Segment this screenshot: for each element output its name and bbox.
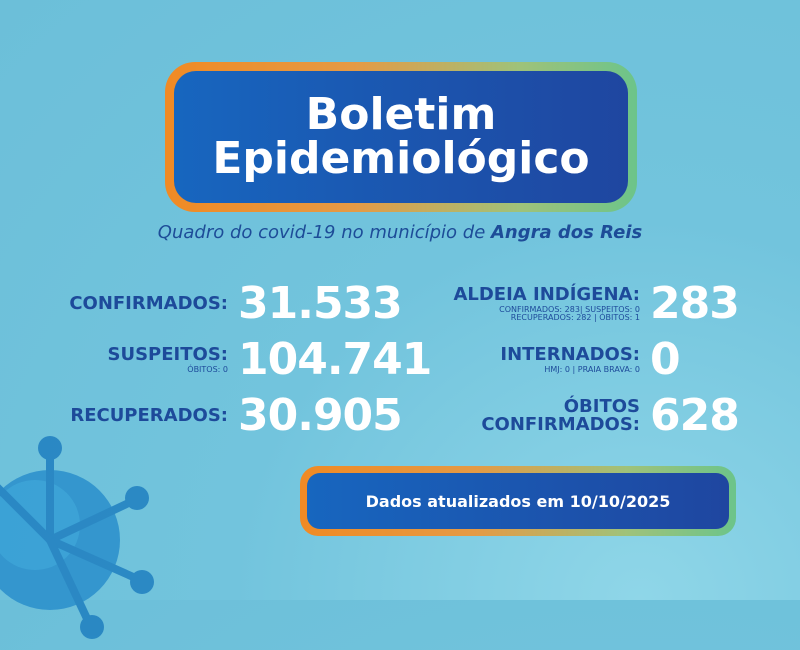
subtitle-city: Angra dos Reis: [491, 222, 643, 243]
stat-internados: INTERNADOS: HMJ: 0 | PRAIA BRAVA: 0 0: [420, 334, 680, 385]
page-title-line2: Epidemiológico: [212, 133, 590, 184]
stat-obitos-confirmados: ÓBITOS CONFIRMADOS: 628: [420, 390, 740, 441]
stat-sublabel: RECUPERADOS: 282 | ÓBITOS: 1: [510, 312, 640, 322]
title-banner: Boletim Epidemiológico: [165, 62, 637, 212]
stat-label: CONFIRMADOS:: [69, 292, 228, 314]
stat-label: INTERNADOS: HMJ: 0 | PRAIA BRAVA: 0: [420, 343, 640, 374]
stat-label-text: INTERNADOS:: [500, 343, 640, 365]
stat-recuperados: RECUPERADOS: 30.905: [0, 390, 402, 441]
coronavirus-illustration: [0, 436, 154, 639]
stat-value: 283: [650, 278, 740, 329]
stat-label-text: SUSPEITOS:: [107, 343, 228, 365]
update-banner: Dados atualizados em 10/10/2025: [300, 466, 736, 536]
stat-value: 30.905: [238, 390, 403, 441]
page-title-line1: Boletim: [305, 89, 497, 140]
stat-value: 628: [650, 390, 740, 441]
stat-label: ALDEIA INDÍGENA: CONFIRMADOS: 283| SUSPEI…: [420, 283, 640, 322]
stat-label-text: CONFIRMADOS:: [481, 413, 640, 435]
stat-confirmados: CONFIRMADOS: 31.533: [0, 278, 402, 329]
stat-label: SUSPEITOS: ÓBITOS: 0: [0, 343, 228, 374]
stat-sublabel: HMJ: 0 | PRAIA BRAVA: 0: [544, 364, 640, 374]
update-date-text: Dados atualizados em 10/10/2025: [307, 473, 729, 529]
stat-sublabel: CONFIRMADOS: 283| SUSPEITOS: 0: [499, 304, 640, 314]
subtitle-prefix: Quadro do covid-19 no município de: [157, 222, 491, 243]
subtitle: Quadro do covid-19 no município de Angra…: [0, 222, 800, 243]
stat-label-text: ÓBITOS: [563, 395, 640, 417]
stat-sublabel: ÓBITOS: 0: [187, 364, 228, 374]
stat-value: 31.533: [238, 278, 403, 329]
stat-label: ÓBITOS CONFIRMADOS:: [420, 395, 640, 435]
stat-aldeia-indigena: ALDEIA INDÍGENA: CONFIRMADOS: 283| SUSPEI…: [420, 278, 739, 329]
stat-value: 0: [650, 334, 681, 385]
stat-suspeitos: SUSPEITOS: ÓBITOS: 0 104.741: [0, 334, 433, 385]
stat-label-text: ALDEIA INDÍGENA:: [453, 283, 640, 305]
stat-value: 104.741: [238, 334, 432, 385]
stat-label: RECUPERADOS:: [70, 404, 228, 426]
